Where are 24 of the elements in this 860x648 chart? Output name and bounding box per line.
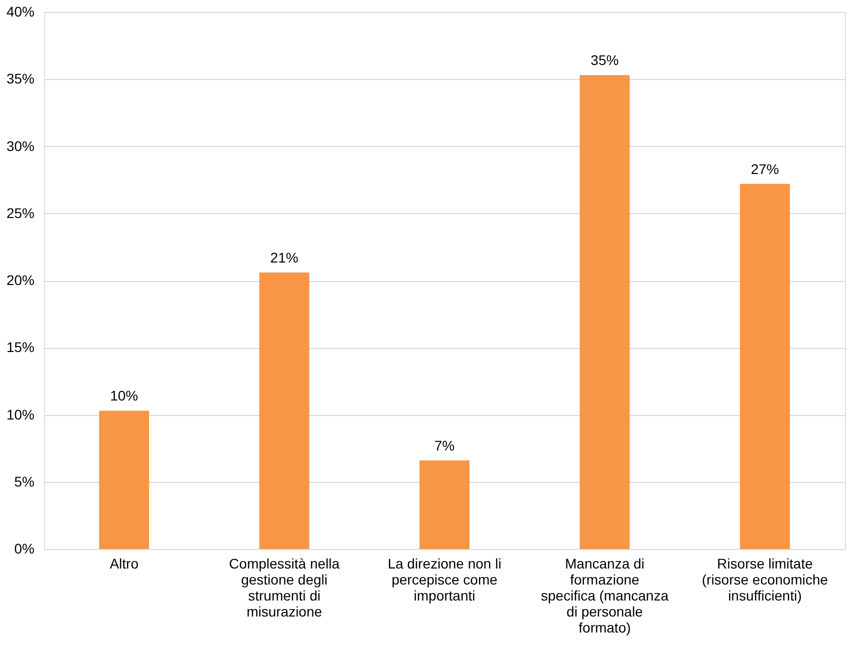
bar	[259, 272, 310, 549]
y-tick-label: 25%	[6, 204, 34, 221]
x-tick-label: Risorse limitate (risorse economiche insufficienti)	[702, 556, 828, 604]
data-label: 7%	[434, 437, 455, 454]
y-tick-label: 15%	[6, 339, 34, 356]
data-label: 21%	[270, 249, 298, 266]
y-tick-label: 10%	[6, 406, 34, 422]
x-tick-label: Complessità nella gestione degli strumenti di misurazione	[229, 556, 340, 620]
x-tick-label: Mancanza di formazione specifica (mancanza di personale formato)	[540, 556, 669, 636]
y-tick-label: 20%	[6, 272, 34, 288]
bar	[740, 184, 790, 549]
bar	[420, 460, 470, 549]
data-label: 35%	[590, 52, 619, 68]
bar	[99, 410, 150, 549]
data-label: 10%	[110, 388, 138, 404]
y-tick-label: 0%	[14, 540, 34, 556]
bar	[580, 75, 630, 549]
data-label: 27%	[750, 160, 779, 177]
y-tick-label: 5%	[14, 473, 34, 490]
x-tick-label: Altro	[110, 556, 139, 572]
x-tick-label: La direzione non li percepisce come importanti	[388, 556, 502, 604]
y-tick-label: 30%	[6, 138, 34, 154]
y-tick-label: 40%	[6, 4, 34, 20]
y-tick-label: 35%	[6, 70, 34, 87]
